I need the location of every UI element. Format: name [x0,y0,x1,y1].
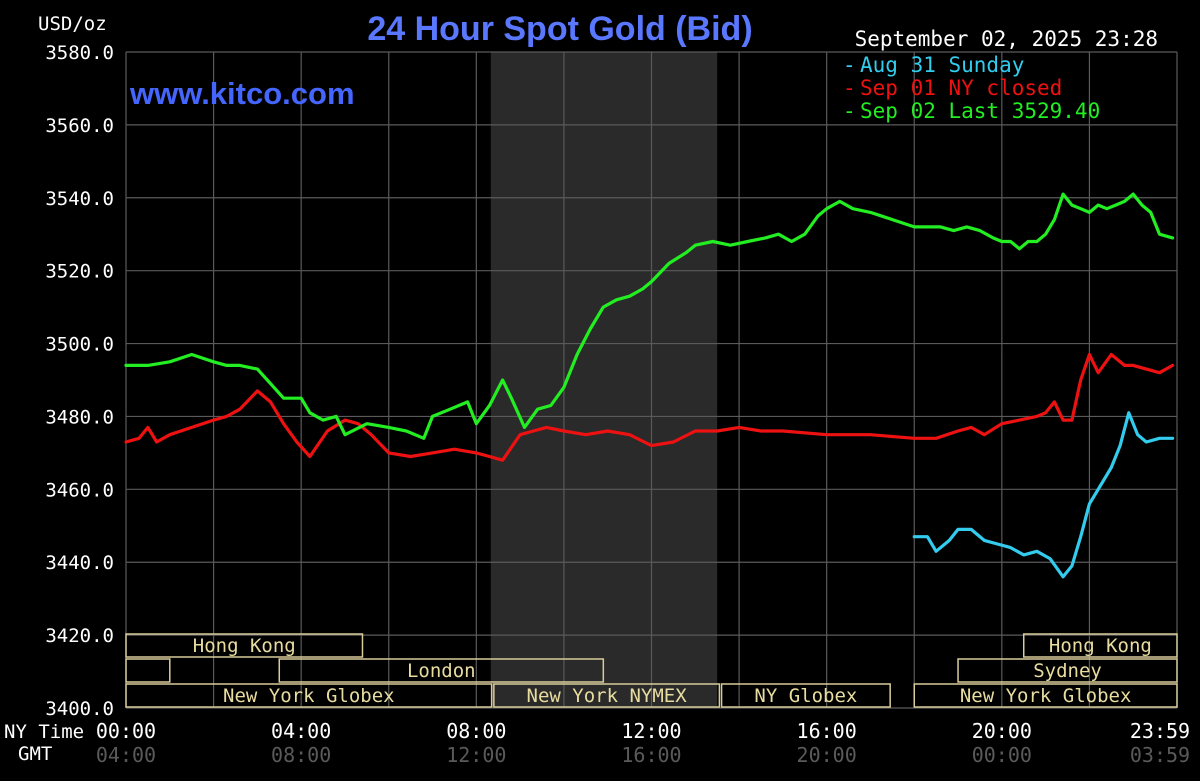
x-tick-gmt: 03:59 [1130,743,1190,767]
series-line-aug31 [912,411,1175,579]
x-tick-gmt: 12:00 [446,743,506,767]
session-box: Sydney [957,658,1178,683]
session-box: NY Globex [720,683,891,708]
y-tick-label: 3560.0 [45,115,114,137]
session-box-border [278,658,605,683]
session-label: New York NYMEX [527,685,688,707]
y-tick-label: 3480.0 [45,406,114,428]
x-tick-ny: 20:00 [972,719,1032,743]
session-box-border [493,683,721,708]
session-box-border [957,658,1178,683]
grid-lines [125,51,1178,709]
timestamp: September 02, 2025 23:28 [855,27,1158,51]
x-tick-ny: 00:00 [96,719,156,743]
x-tick-ny: 08:00 [446,719,506,743]
y-axis-ticks: 3580.0 3560.0 3540.0 3520.0 3500.0 3480.0 3460… [45,42,114,720]
session-label: New York Globex [960,685,1132,707]
legend-marker-sep01: - [843,76,856,100]
y-tick-label: 3500.0 [45,334,114,356]
x-tick-ny: 04:00 [271,719,331,743]
y-tick-label: 3420.0 [45,625,114,647]
y-tick-label: 3540.0 [45,188,114,210]
price-series [124,192,1175,579]
nymex-session-shade [490,52,718,708]
legend-marker-sep02: - [843,99,856,123]
series-line-sep02 [124,192,1175,440]
legend-aug31: Aug 31 Sunday [860,53,1024,77]
session-box-border [913,683,1178,708]
session-label: Sydney [1033,660,1102,682]
y-unit-label: USD/oz [38,13,107,35]
y-tick-label: 3440.0 [45,552,114,574]
session-label: London [407,660,476,682]
session-label: Hong Kong [1049,635,1152,657]
session-box: London [278,658,605,683]
gmt-label: GMT [18,743,52,765]
chart-title: 24 Hour Spot Gold (Bid) [367,10,752,48]
session-box: New York Globex [913,683,1178,708]
session-label: Hong Kong [193,635,296,657]
y-tick-label: 3460.0 [45,479,114,501]
x-tick-ny: 12:00 [621,719,681,743]
x-tick-gmt: 00:00 [972,743,1032,767]
session-box: New York NYMEX [493,683,721,708]
session-box-border [125,633,364,658]
session-box-border [125,658,171,683]
x-tick-ny: 16:00 [797,719,857,743]
watermark: www.kitco.com [129,76,355,111]
ny-time-label: NY Time [4,721,84,743]
x-tick-gmt: 20:00 [797,743,857,767]
session-box [125,658,171,683]
session-box-border [720,683,891,708]
session-box: Hong Kong [1022,633,1178,658]
session-box-border [1022,633,1178,658]
x-axis-ticks: 00:0004:0004:0008:0008:0012:0012:0016:00… [96,719,1190,767]
legend-marker-aug31: - [843,53,856,77]
session-box: New York Globex [125,683,493,708]
legend-sep01: Sep 01 NY closed [860,76,1062,100]
legend: - Aug 31 Sunday - Sep 01 NY closed - Sep… [843,53,1100,123]
x-tick-gmt: 08:00 [271,743,331,767]
y-tick-label: 3520.0 [45,261,114,283]
series-line-sep01 [124,352,1175,462]
session-label: NY Globex [754,685,857,707]
x-tick-ny: 23:59 [1130,719,1190,743]
y-tick-label: 3400.0 [45,698,114,720]
x-tick-gmt: 04:00 [96,743,156,767]
session-label: New York Globex [223,685,395,707]
y-tick-label: 3580.0 [45,42,114,64]
market-sessions: Hong Kong Hong Kong London Sydney New York G… [125,633,1178,708]
x-tick-gmt: 16:00 [621,743,681,767]
legend-sep02: Sep 02 Last 3529.40 [860,99,1100,123]
session-box: Hong Kong [125,633,364,658]
session-box-border [125,683,493,708]
